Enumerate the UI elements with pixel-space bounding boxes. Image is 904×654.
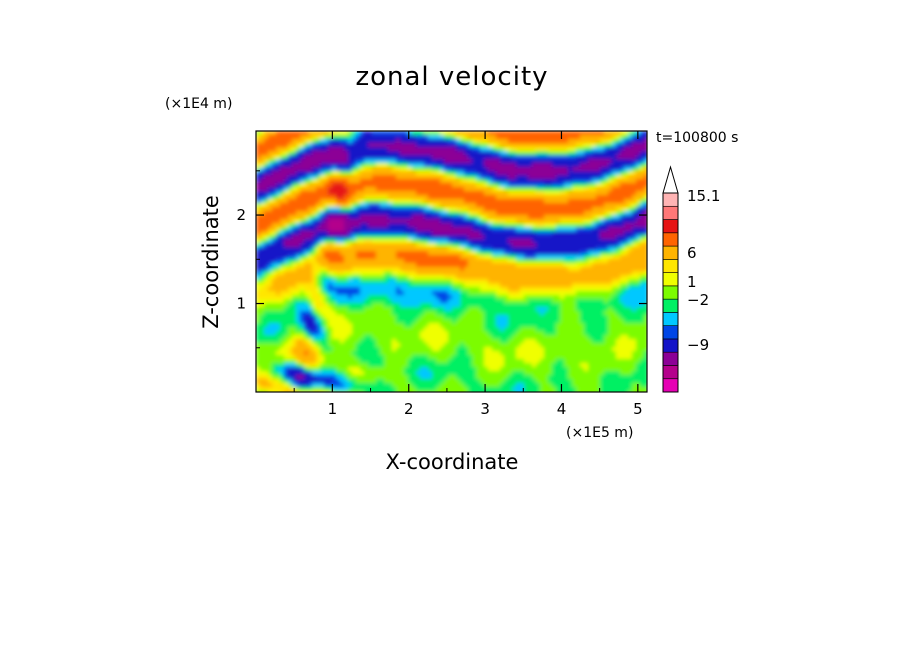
colorbar-label: 15.1 [687, 187, 720, 205]
y-unit-label: (×1E4 m) [165, 96, 232, 112]
colorbar-segment [662, 192, 679, 207]
x-axis: 1 2 3 4 5 [293, 131, 643, 418]
y-axis: 12 [236, 170, 647, 349]
colorbar-segment [662, 325, 679, 340]
x-tick-label: 3 [480, 400, 490, 418]
colorbar-segment [662, 351, 679, 366]
y-tick-label: 1 [236, 295, 246, 313]
colorbar-segment [662, 338, 679, 353]
y-axis-label: Z-coordinate [199, 195, 223, 329]
colorbar-label: 1 [687, 273, 697, 291]
x-tick-label: 5 [633, 400, 643, 418]
x-tick-label: 2 [404, 400, 414, 418]
x-unit-label: (×1E5 m) [566, 425, 633, 441]
colorbar: 15.1 6 1−2 −9 [662, 165, 720, 393]
colorbar-segment [662, 205, 679, 220]
colorbar-segment [662, 312, 679, 326]
colorbar-label: −9 [687, 336, 709, 354]
x-tick-label: 1 [328, 400, 338, 418]
chart-title: zonal velocity [355, 62, 548, 92]
colorbar-segment [662, 378, 679, 393]
colorbar-label: 6 [687, 244, 697, 262]
colorbar-segment [662, 272, 679, 287]
plot-frame [255, 130, 648, 393]
colorbar-segment [662, 285, 679, 300]
colorbar-frame [662, 192, 679, 393]
time-label: t=100800 s [656, 130, 738, 146]
colorbar-segment [662, 245, 679, 260]
x-tick-label: 4 [557, 400, 567, 418]
colorbar-segment [662, 259, 679, 273]
colorbar-segment [662, 298, 679, 313]
colorbar-segment [662, 365, 679, 380]
contour-field [256, 131, 647, 392]
colorbar-segment [662, 219, 679, 234]
colorbar-segment [662, 232, 679, 247]
colorbar-extend-arrow [662, 165, 679, 194]
y-tick-label: 2 [236, 206, 246, 224]
colorbar-label: −2 [687, 291, 709, 309]
x-axis-label: X-coordinate [386, 450, 519, 474]
